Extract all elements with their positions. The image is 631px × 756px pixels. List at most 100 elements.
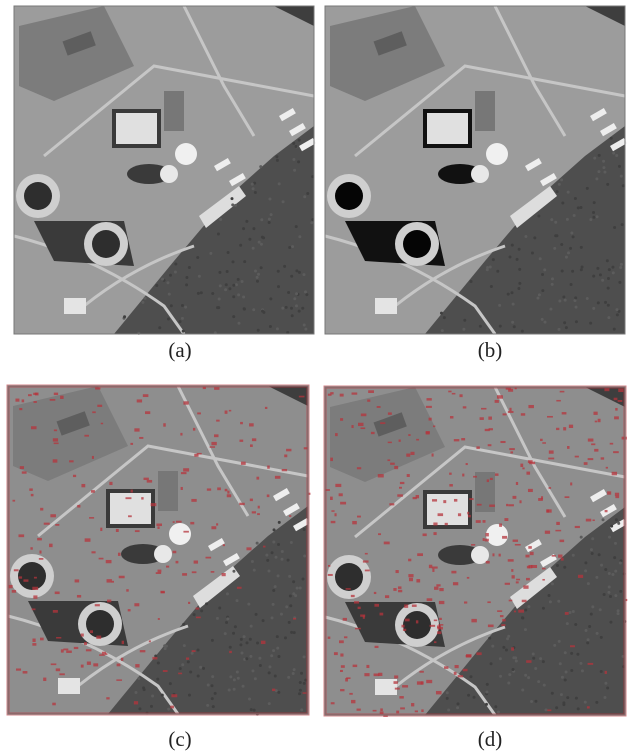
image-detail [335,563,363,591]
image-detail [33,393,37,395]
image-detail [384,542,390,545]
image-detail [268,218,271,221]
image-detail [158,326,161,329]
image-detail [575,697,578,700]
image-detail [242,227,245,230]
image-detail [458,513,461,516]
image-detail [229,675,232,678]
image-detail [241,462,246,465]
image-detail [292,158,295,161]
image-detail [352,521,357,524]
image-detail [118,553,121,556]
image-detail [14,569,19,571]
image-detail [181,317,184,320]
image-detail [249,638,252,641]
image-detail [239,440,243,442]
image-detail [579,206,582,209]
image-detail [257,513,260,515]
image-detail [284,636,287,639]
image-detail [116,679,122,681]
image-detail [277,543,280,546]
image-detail [527,676,530,679]
image-detail [450,416,453,419]
image-detail [182,623,185,626]
image-detail [241,652,244,655]
image-detail [351,425,353,428]
image-detail [509,448,515,450]
image-detail [284,454,287,457]
image-detail [393,681,397,684]
image-detail [519,500,521,503]
image-detail [514,611,516,613]
image-detail [615,496,619,498]
image-detail [191,499,196,502]
image-detail [252,438,256,441]
image-detail [290,307,293,310]
image-detail [300,708,303,711]
image-detail [497,711,500,714]
image-detail [584,561,587,564]
image-detail [440,312,443,315]
image-detail [492,553,494,556]
image-detail [432,569,434,572]
image-detail [419,671,423,673]
image-detail [295,145,298,148]
image-detail [299,689,302,692]
image-detail [528,489,533,492]
image-detail [328,637,331,639]
image-detail [193,428,195,431]
image-detail [618,389,623,392]
image-detail [522,600,527,602]
image-detail [357,709,361,711]
image-detail [471,544,475,546]
image-detail [188,694,191,697]
image-detail [81,484,85,487]
image-detail [490,662,493,665]
image-detail [610,443,613,445]
image-detail [151,695,154,698]
image-detail [290,541,293,544]
image-detail [181,304,184,307]
image-detail [140,650,146,652]
image-detail [567,251,570,254]
image-detail [226,270,229,273]
image-detail [565,496,570,498]
image-detail [276,159,279,162]
image-detail [518,248,521,251]
image-detail [217,487,221,490]
image-detail [173,521,175,523]
image-detail [252,227,255,230]
image-detail [586,641,589,644]
image-detail [596,267,599,270]
image-detail [614,398,618,400]
image-detail [365,570,370,572]
image-detail [603,696,606,699]
image-detail [600,636,603,639]
panel-image [325,6,627,334]
image-detail [476,446,479,449]
image-detail [54,443,59,445]
image-detail [602,166,605,169]
image-detail [558,328,561,331]
image-detail [522,467,524,469]
image-detail [211,571,215,573]
image-detail [614,594,617,597]
panel-label: (a) [168,338,191,362]
image-detail [489,505,495,507]
image-detail [441,329,444,332]
image-detail [361,427,366,429]
image-detail [499,554,501,557]
image-detail [236,599,239,602]
image-detail [585,629,588,632]
image-detail [589,322,592,325]
image-detail [211,526,216,529]
image-detail [256,276,259,279]
image-detail [282,469,287,471]
panel-label: (d) [478,727,503,751]
image-detail [351,700,355,703]
image-detail [257,273,260,276]
image-detail [112,581,114,583]
image-detail [388,442,392,444]
image-detail [298,271,301,274]
image-detail [219,218,222,221]
